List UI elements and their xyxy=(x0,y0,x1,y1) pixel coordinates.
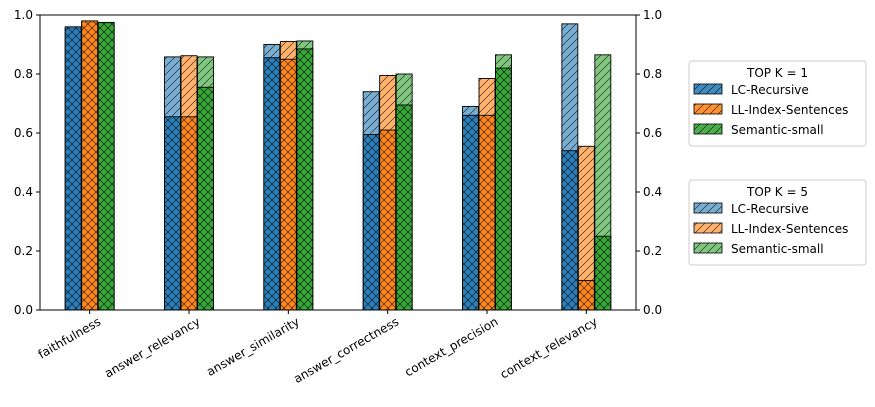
bar-top-k-1-ll-index-sentences-context_precision-hatch xyxy=(478,114,496,311)
bar-top-k-1-ll-index-sentences-faithfulness-hatch xyxy=(81,20,99,311)
legend-title: TOP K = 1 xyxy=(746,66,808,80)
bar-top-k-1-semantic-small-faithfulness-hatch xyxy=(97,21,115,311)
y-tick-label-left: 0.8 xyxy=(14,67,33,81)
legend-label-lc-recursive: LC-Recursive xyxy=(731,202,809,216)
bar-top-k-1-semantic-small-context_relevancy-hatch xyxy=(594,235,612,311)
legend-label-lc-recursive: LC-Recursive xyxy=(731,83,809,97)
y-tick-label-right: 0.4 xyxy=(643,185,662,199)
legend-label-ll-index-sentences: LL-Index-Sentences xyxy=(731,222,848,236)
bar-top-k-1-ll-index-sentences-context_relevancy-hatch xyxy=(577,280,595,311)
legend-title: TOP K = 5 xyxy=(746,185,808,199)
bar-top-k-1-lc-recursive-context_relevancy-hatch xyxy=(561,150,579,311)
y-tick-label-left: 0.4 xyxy=(14,185,33,199)
bar-top-k-1-lc-recursive-answer_relevancy-hatch xyxy=(164,116,181,311)
y-tick-label-left: 0.6 xyxy=(14,126,33,140)
legend-top-k-1: TOP K = 1 LC-Recursive LL-Index-Sentences S… xyxy=(688,60,867,147)
legend-swatch-hatch xyxy=(693,123,723,135)
y-tick-label-right: 0.0 xyxy=(643,303,662,317)
x-tick-label-answer-similarity: answer_similarity xyxy=(204,314,302,378)
y-tick-label-left: 1.0 xyxy=(14,8,33,22)
y-tick-label-left: 0.2 xyxy=(14,244,33,258)
bar-top-k-1-ll-index-sentences-answer_similarity-hatch xyxy=(279,58,297,311)
legend-label-semantic-small: Semantic-small xyxy=(731,242,824,256)
bar-top-k-1-ll-index-sentences-answer_correctness-hatch xyxy=(379,129,397,311)
x-tick-label-faithfulness: faithfulness xyxy=(36,314,104,361)
legend-top-k-5: TOP K = 5 LC-Recursive LL-Index-Sentences S… xyxy=(688,179,867,266)
legend-swatch-hatch xyxy=(693,242,723,254)
y-tick-label-right: 0.8 xyxy=(643,67,662,81)
bar-top-k-1-lc-recursive-context_precision-hatch xyxy=(462,114,479,311)
bar-top-k-1-semantic-small-answer_correctness-hatch xyxy=(395,104,413,311)
legend-swatch-hatch xyxy=(693,202,723,214)
y-tick-label-right: 0.6 xyxy=(643,126,662,140)
legend-swatch-hatch xyxy=(693,103,723,115)
y-tick-label-right: 0.2 xyxy=(643,244,662,258)
y-axis-right: 0.0 0.2 0.4 0.6 0.8 1.0 xyxy=(636,8,662,317)
bar-top-k-1-semantic-small-context_precision-hatch xyxy=(495,67,512,311)
legend-label-ll-index-sentences: LL-Index-Sentences xyxy=(731,103,848,117)
x-tick-label-answer-correctness: answer_correctness xyxy=(291,314,401,386)
legend-swatch-hatch xyxy=(693,222,723,234)
y-tick-label-right: 1.0 xyxy=(643,8,662,22)
bars-top-k-1 xyxy=(64,20,612,311)
bar-top-k-1-lc-recursive-answer_correctness-hatch xyxy=(362,134,380,311)
plot-frame xyxy=(39,14,637,311)
bar-top-k-1-semantic-small-answer_relevancy-hatch xyxy=(197,86,214,311)
bar-top-k-1-ll-index-sentences-answer_relevancy-hatch xyxy=(180,116,198,311)
legend-swatch-hatch xyxy=(693,83,723,95)
x-tick-label-answer-relevancy: answer_relevancy xyxy=(102,314,202,380)
legend-box xyxy=(688,60,867,147)
bars-top-k-5 xyxy=(64,21,612,311)
x-tick-label-context-relevancy: context_relevancy xyxy=(498,314,600,381)
y-tick-label-left: 0.0 xyxy=(14,303,33,317)
bar-top-k-1-semantic-small-answer_similarity-hatch xyxy=(296,48,314,311)
bar-top-k-1-lc-recursive-faithfulness-hatch xyxy=(64,26,82,311)
legend-label-semantic-small: Semantic-small xyxy=(731,123,824,137)
legend-box xyxy=(688,179,867,266)
y-axis-left: 0.0 0.2 0.4 0.6 0.8 1.0 xyxy=(14,8,40,317)
bar-top-k-1-lc-recursive-answer_similarity-hatch xyxy=(263,57,281,311)
x-tick-label-context-precision: context_precision xyxy=(402,314,500,379)
